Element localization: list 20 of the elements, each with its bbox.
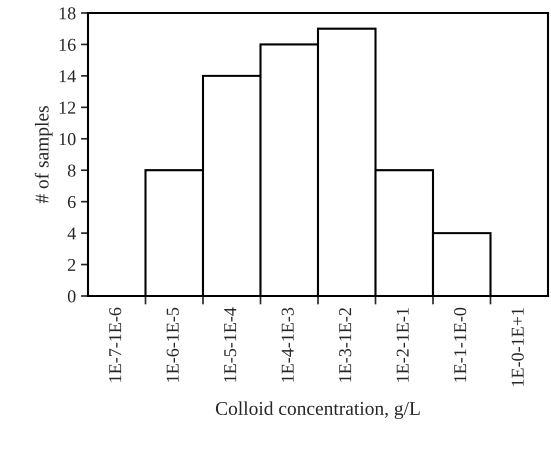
y-tick-label: 8 <box>68 164 76 177</box>
x-tick-label: 1E-1-1E-0 <box>454 308 466 382</box>
x-tick-label: 1E-6-1E-5 <box>166 308 179 382</box>
x-tick-label: 1E-7-1E-6 <box>109 308 122 382</box>
y-tick-label: 6 <box>68 196 76 208</box>
y-tick-label: 10 <box>60 133 76 146</box>
x-tick-label: 1E-5-1E-4 <box>224 307 236 382</box>
y-tick-label: 0 <box>68 290 76 302</box>
x-tick-label: 1E-0-1E+1 <box>512 308 524 386</box>
y-tick-label: 2 <box>68 258 76 271</box>
y-tick-label: 12 <box>60 102 76 114</box>
y-axis-title: # of samples <box>34 106 53 204</box>
y-tick-label: 18 <box>60 7 76 20</box>
y-tick-label: 16 <box>60 38 76 51</box>
x-tick-label: 1E-4-1E-3 <box>282 308 294 382</box>
y-tick-label: 14 <box>60 70 76 82</box>
y-tick-label: 4 <box>68 227 76 240</box>
x-axis-title: Colloid concentration, g/L <box>216 401 420 420</box>
x-tick-label: 1E-2-1E-1 <box>396 308 409 382</box>
x-tick-label: 1E-3-1E-2 <box>339 308 352 382</box>
